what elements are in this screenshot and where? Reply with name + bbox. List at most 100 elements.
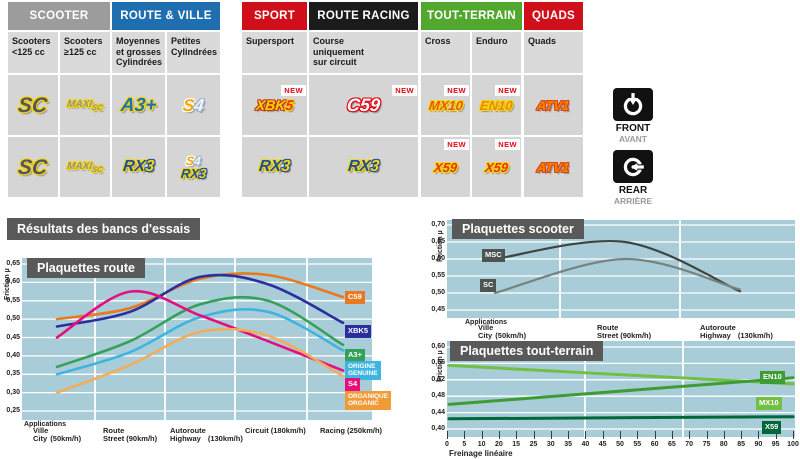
subheader-cell-6: Cross (421, 32, 470, 73)
x-tick-mark (620, 431, 621, 439)
subheader-cell-1: Scooters ≥125 cc (60, 32, 110, 73)
front-pad-cell-0: SC (8, 75, 58, 135)
new-badge: NEW (281, 85, 306, 96)
y-tick-label: 0,55 (6, 296, 20, 304)
x-tick-label: 40 (581, 441, 590, 448)
front-pad-cell-4: XBK5 NEW (242, 75, 307, 135)
y-tick-label: 0,40 (431, 425, 445, 432)
logo-RX3: RX3 (122, 158, 156, 175)
rear-pad-cell-3: S4 RX3 (167, 137, 220, 197)
subheader-cell-0: Scooters <125 cc (8, 32, 58, 73)
series-line-MSC (493, 240, 742, 293)
y-tick-label: 0,50 (6, 315, 20, 323)
category-label: Autoroute Highway (130km/h) (700, 323, 773, 341)
rear-disc-icon (613, 150, 653, 183)
chart-title-1: Plaquettes scooter (452, 219, 584, 239)
series-label-MSC: MSC (482, 249, 505, 262)
series-label-MX10: MX10 (756, 397, 782, 410)
x-tick-label: 95 (771, 441, 780, 448)
x-tick-mark (671, 431, 673, 439)
rear-pad-cell-7: X59 NEW (472, 137, 521, 197)
rear-pad-cell-1: MAXISC (60, 137, 110, 197)
series-label-SC: SC (480, 279, 497, 292)
new-badge: NEW (444, 85, 469, 96)
y-tick-label: 0,45 (431, 306, 445, 313)
logo-RX3S: RX3 (180, 165, 207, 181)
front-pad-cell-6: MX10 NEW (421, 75, 470, 135)
front-pad-cell-3: S4 (167, 75, 220, 135)
category-label: Ville City (50km/h) (33, 426, 82, 444)
x-tick-label: 55 (633, 441, 642, 448)
front-sub-label: AVANT (618, 134, 647, 144)
front-disc-icon (613, 88, 653, 121)
x-tick-label: 75 (702, 441, 711, 448)
group-header-0: SCOOTER (8, 2, 110, 30)
front-pad-cell-5: C59 NEW (309, 75, 418, 135)
logo-RX3: RX3 (347, 158, 381, 175)
category-label: Route Street (90km/h) (103, 426, 158, 444)
x-tick-label: 35 (564, 441, 572, 448)
series-line-Origine-Genuine (55, 307, 345, 376)
rear-sub-label: ARRIÈRE (613, 196, 653, 206)
category-label: Circuit (180km/h) (245, 426, 306, 435)
rear-pad-cell-5: RX3 (309, 137, 418, 197)
new-badge: NEW (444, 139, 469, 150)
y-tick-label: 0,30 (6, 388, 20, 396)
x-tick-label: 30 (546, 441, 555, 448)
category-label: Racing (250km/h) (320, 426, 383, 435)
category-label: Ville City (50km/h) (478, 323, 527, 341)
x-axis-title: Freinage linéaire (449, 449, 513, 458)
new-badge: NEW (495, 85, 520, 96)
subheader-cell-7: Enduro (472, 32, 521, 73)
chart-title-0: Plaquettes route (27, 258, 145, 278)
rear-pad-cell-0: SC (8, 137, 58, 197)
group-header-4: TOUT-TERRAIN (421, 2, 522, 30)
y-tick-label: 0,35 (6, 370, 20, 378)
y-tick-label: 0,55 (431, 272, 445, 279)
y-tick-label: 0,50 (431, 289, 445, 296)
front-pad-cell-2: A3+ (112, 75, 165, 135)
group-header-1: ROUTE & VILLE (112, 2, 220, 30)
series-label-EN10: EN10 (760, 371, 785, 384)
logo-X59: X59 (484, 159, 509, 175)
x-tick-label: 20 (494, 441, 503, 448)
x-tick-label: 25 (529, 441, 538, 448)
y-axis-title: Friction µ (437, 230, 444, 262)
x-tick-label: 45 (598, 441, 607, 448)
series-line-S4 (55, 289, 345, 372)
applications-label: Applications (24, 421, 67, 428)
front-pad-cell-8: ATV1 (524, 75, 583, 135)
x-tick-label: 100 (787, 441, 799, 448)
subheader-cell-4: Supersport (242, 32, 307, 73)
front-pad-cell-1: MAXISC (60, 75, 110, 135)
logo-S4S: S4 (185, 153, 202, 168)
series-line-A3- (55, 295, 345, 369)
x-tick-mark (758, 431, 760, 439)
logo-ATV1: ATV1 (536, 159, 571, 175)
front-pad-cell-7: EN10 NEW (472, 75, 521, 135)
y-tick-label: 0,70 (431, 221, 445, 228)
x-tick-mark (602, 431, 604, 439)
x-tick-mark (775, 431, 777, 439)
rear-pad-cell-2: RX3 (112, 137, 165, 197)
group-header-3: ROUTE RACING (309, 2, 418, 30)
logo-RX3: RX3 (258, 158, 292, 175)
x-tick-mark (550, 431, 552, 439)
category-label: Autoroute Highway (130km/h) (170, 426, 243, 444)
y-tick-label: 0,65 (6, 260, 20, 267)
y-tick-label: 0,52 (431, 375, 445, 383)
y-tick-label: 0,60 (431, 343, 445, 350)
x-tick-mark (481, 431, 483, 439)
series-label-XBK5: XBK5 (345, 325, 372, 338)
logo-C59: C59 (345, 95, 382, 115)
y-tick-label: 0,48 (431, 392, 445, 400)
x-tick-mark (516, 431, 518, 439)
rear-label: REAR (618, 185, 648, 196)
x-tick-mark (447, 431, 448, 439)
x-tick-label: 70 (685, 441, 694, 448)
group-header-2: SPORT (242, 2, 307, 30)
rear-pad-cell-8: ATV1 (524, 137, 583, 197)
series-line-C59 (55, 272, 345, 321)
logo-ATV1: ATV1 (536, 97, 571, 113)
x-tick-mark (464, 431, 466, 439)
